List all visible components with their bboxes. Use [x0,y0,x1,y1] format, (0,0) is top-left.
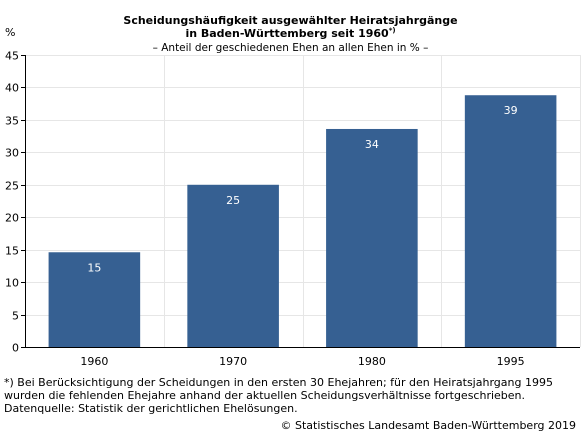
chart-subtitle: – Anteil der geschiedenen Ehen an allen … [152,42,429,54]
bar-1980 [326,128,418,347]
y-tick-label: 15 [5,245,19,258]
bar-1960 [48,252,141,347]
y-tick-label: 35 [5,115,19,128]
footnote-line-2: wurden die fehlenden Ehejahre anhand der… [4,389,526,402]
y-tick-label: 0 [12,342,19,355]
data-source-note: Datenquelle: Statistik der gerichtlichen… [4,402,298,415]
footnote-line-1: *) Bei Berücksichtigung der Scheidungen … [4,376,553,389]
bar-value-label: 25 [226,194,240,207]
y-tick-label: 30 [5,147,19,160]
footnote-marker: *) [388,26,396,35]
y-tick-label: 5 [12,310,19,323]
chart-title-line-2-text: in Baden-Württemberg seit 1960 [185,27,389,40]
bar-1995 [464,95,557,347]
y-axis-unit-label: % [5,26,16,39]
x-tick-label: 1960 [80,355,108,368]
bar-value-label: 34 [365,138,379,151]
axes: 0 5 10 15 20 25 30 35 40 45 1960 1970 1980 1995 [5,50,580,368]
y-tick-label: 10 [5,277,19,290]
chart-title-line-2: in Baden-Württemberg seit 1960*) [0,26,581,40]
y-tick-label: 25 [5,180,19,193]
copyright-credit: © Statistisches Landesamt Baden-Württemb… [280,419,576,432]
chart-title-line-1: Scheidungshäufigkeit ausgewählter Heirat… [123,14,458,27]
bars: 15 25 34 39 [48,95,557,347]
x-tick-label: 1970 [219,355,247,368]
bar-1970 [187,184,279,347]
x-tick-label: 1980 [358,355,386,368]
bar-value-label: 15 [87,261,101,274]
y-tick-label: 45 [5,50,19,63]
bar-chart-plot: 15 25 34 39 0 5 10 15 20 25 30 35 40 45 1960 1970 1980 1… [5,50,581,368]
x-tick-label: 1995 [497,355,525,368]
bar-value-label: 39 [504,104,518,117]
y-tick-label: 40 [5,82,19,95]
y-tick-label: 20 [5,212,19,225]
